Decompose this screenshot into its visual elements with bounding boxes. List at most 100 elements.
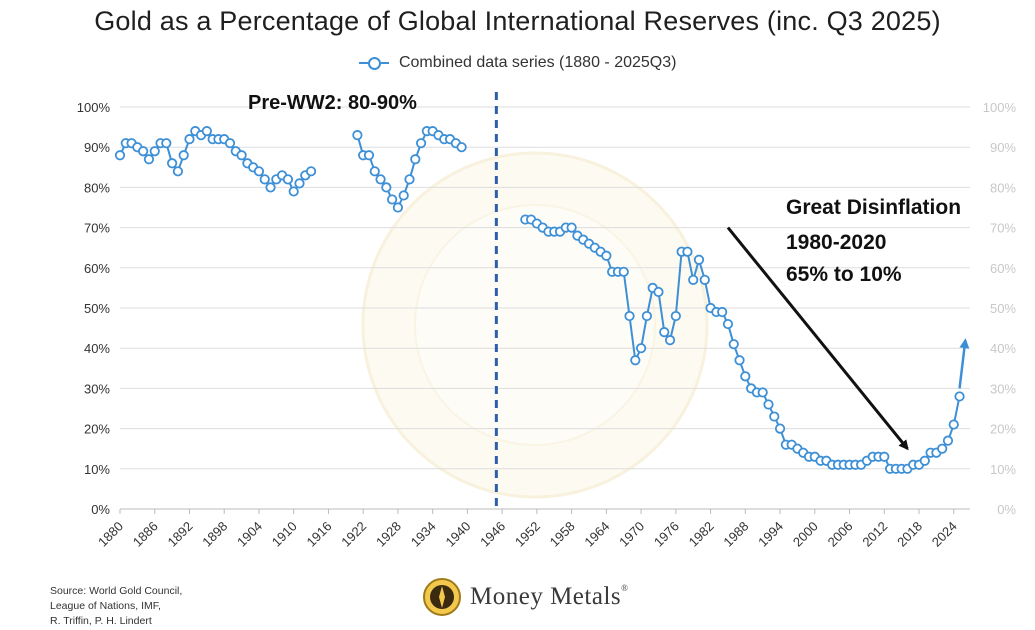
y-tick-label-right: 70% xyxy=(990,221,1016,236)
x-tick-label: 2006 xyxy=(825,519,856,550)
y-tick-label-right: 100% xyxy=(983,100,1017,115)
x-tick-label: 1994 xyxy=(755,519,786,550)
y-tick-label-right: 60% xyxy=(990,261,1016,276)
data-point xyxy=(757,387,768,398)
data-point xyxy=(282,174,294,185)
data-point xyxy=(415,138,427,149)
x-tick-label: 1898 xyxy=(199,519,230,550)
y-axis-right: 0% 10% 20% 30% 40% 50% 60% 70% 80% 90% 100% xyxy=(983,100,1017,517)
y-tick-label-right: 20% xyxy=(990,422,1016,437)
x-tick-label: 1952 xyxy=(512,519,543,550)
x-tick-label: 1946 xyxy=(477,519,508,550)
data-point xyxy=(410,154,421,165)
data-point xyxy=(201,126,212,137)
x-tick-label: 1910 xyxy=(269,519,300,550)
legend-swatch xyxy=(358,56,389,70)
y-tick-label-right: 80% xyxy=(990,180,1016,195)
watermark-logo xyxy=(361,151,709,499)
data-point xyxy=(717,306,728,318)
chart-title: Gold as a Percentage of Global Internati… xyxy=(94,6,941,36)
data-point xyxy=(253,166,265,177)
y-tick-label: 40% xyxy=(84,341,110,356)
x-tick-label: 2024 xyxy=(929,519,960,550)
data-point xyxy=(392,202,404,213)
data-point xyxy=(664,335,676,346)
data-point xyxy=(919,455,930,466)
y-tick-label: 20% xyxy=(84,422,110,437)
x-tick-label: 2000 xyxy=(790,519,821,550)
data-point xyxy=(375,174,386,185)
data-point xyxy=(763,399,774,410)
x-tick-label: 1880 xyxy=(95,519,126,550)
y-tick-label: 0% xyxy=(91,502,110,517)
annotation-range: 65% to 10% xyxy=(786,263,902,286)
data-point xyxy=(294,178,305,189)
data-point xyxy=(659,327,670,338)
brand-name-text: Money Metals xyxy=(470,583,622,610)
data-point xyxy=(740,371,751,382)
data-point xyxy=(265,182,276,193)
disinflation-arrow xyxy=(726,226,909,451)
y-tick-label: 30% xyxy=(84,381,110,396)
y-tick-label: 70% xyxy=(84,221,110,236)
data-point xyxy=(149,146,160,157)
data-point xyxy=(653,286,664,298)
x-tick-label: 2018 xyxy=(894,519,925,550)
data-point xyxy=(624,310,635,322)
x-tick-label: 1892 xyxy=(165,519,196,550)
x-tick-label: 1976 xyxy=(651,519,682,550)
source-line: R. Triffin, P. H. Lindert xyxy=(50,615,152,627)
y-tick-label-right: 90% xyxy=(990,140,1016,155)
data-point xyxy=(184,134,195,145)
x-axis: 1880 1886 1892 1898 1904 1910 1916 1922 1928 1934… xyxy=(95,508,970,550)
y-axis-left: 0% 10% 20% 30% 40% 50% 60% 70% 80% 90% 100% xyxy=(77,100,111,517)
data-point xyxy=(566,222,577,233)
data-point xyxy=(143,154,155,165)
y-tick-label-right: 0% xyxy=(997,502,1016,517)
brand-name: Money Metals® xyxy=(470,583,628,611)
x-tick-label: 1982 xyxy=(686,519,717,550)
data-point xyxy=(693,254,705,265)
data-point xyxy=(114,150,126,161)
y-tick-label: 60% xyxy=(84,261,110,276)
money-metals-logo-icon xyxy=(423,578,461,616)
x-tick-label: 1928 xyxy=(373,519,404,550)
x-tick-label: 1922 xyxy=(338,519,369,550)
data-point xyxy=(630,355,641,366)
data-point xyxy=(381,182,392,193)
data-point xyxy=(670,310,681,322)
data-point xyxy=(138,146,149,157)
x-tick-label: 1934 xyxy=(408,519,439,550)
data-point xyxy=(456,142,467,153)
x-tick-label: 1886 xyxy=(130,519,161,550)
y-tick-label-right: 10% xyxy=(990,462,1016,477)
source-line: League of Nations, IMF, xyxy=(50,600,161,612)
data-point xyxy=(601,250,612,261)
data-point xyxy=(161,138,172,149)
data-point xyxy=(178,150,189,161)
y-tick-label: 50% xyxy=(84,301,110,316)
source-note: Source: World Gold Council, League of Na… xyxy=(50,584,182,629)
data-point xyxy=(387,194,398,205)
data-point xyxy=(879,451,890,462)
data-point xyxy=(954,391,965,402)
data-point xyxy=(769,411,780,422)
annotation-great-disinflation: Great Disinflation xyxy=(786,196,961,219)
data-point xyxy=(635,343,647,354)
data-point xyxy=(236,150,247,161)
data-point xyxy=(398,190,409,201)
y-tick-label: 10% xyxy=(84,462,110,477)
x-tick-label: 1904 xyxy=(234,519,265,550)
x-tick-label: 1940 xyxy=(442,519,473,550)
x-tick-label: 1964 xyxy=(581,519,612,550)
y-tick-label: 80% xyxy=(84,180,110,195)
x-tick-label: 1916 xyxy=(304,519,335,550)
y-tick-label: 100% xyxy=(77,100,111,115)
data-point xyxy=(288,186,299,197)
source-line: Source: World Gold Council, xyxy=(50,585,183,597)
brand-reg-mark: ® xyxy=(621,583,629,593)
data-point xyxy=(363,150,375,161)
x-tick-label: 1958 xyxy=(547,519,578,550)
data-point xyxy=(167,158,178,169)
data-point xyxy=(699,274,710,285)
